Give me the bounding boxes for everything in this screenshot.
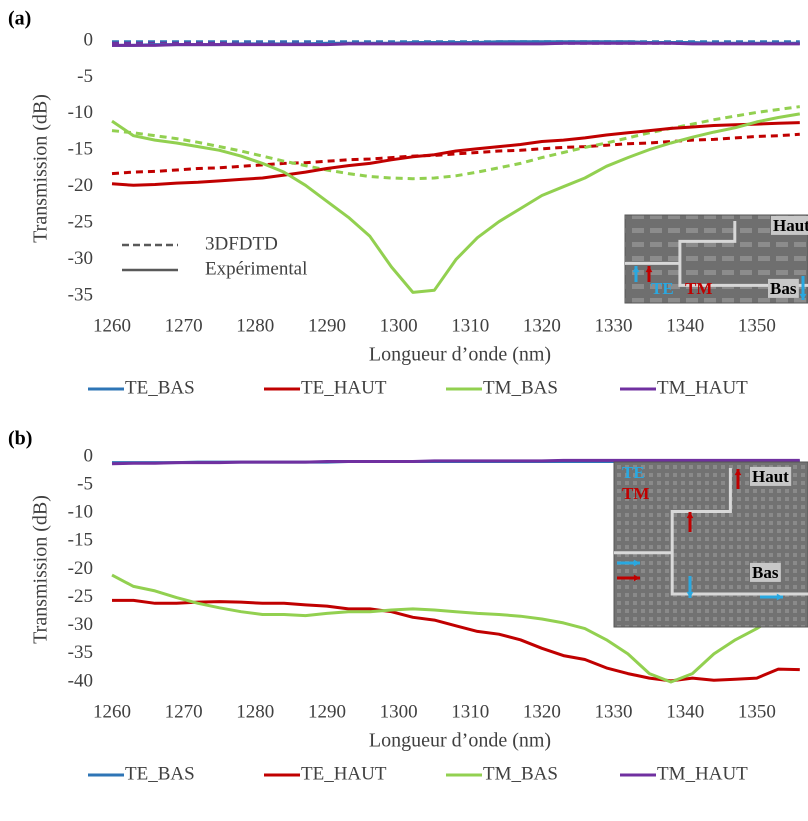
panel-label: (b) [8, 428, 32, 450]
line-series [111, 112, 801, 294]
x-tick-label: 1260 [93, 315, 131, 336]
x-tick-label: 1290 [308, 315, 346, 336]
legend-label: TM_HAUT [657, 763, 748, 784]
legend-label: TE_BAS [125, 763, 195, 784]
inset-arrow-head [799, 293, 807, 300]
inset-label: Haut [773, 216, 808, 235]
x-tick-label: 1290 [308, 701, 346, 722]
plot-area [111, 458, 801, 684]
inset-label: Haut [752, 467, 789, 486]
plot-area [111, 40, 801, 294]
x-tick-label: 1270 [165, 315, 203, 336]
inset-label-bg [768, 278, 799, 298]
inset-label: TM [622, 484, 649, 503]
x-tick-label: 1310 [451, 315, 489, 336]
x-tick-label: 1350 [738, 701, 776, 722]
y-tick-label: -5 [77, 66, 93, 87]
line-series [112, 41, 800, 47]
y-axis-title: Transmission (dB) [30, 94, 52, 243]
x-tick-label: 1260 [93, 701, 131, 722]
x-tick-label: 1280 [236, 315, 274, 336]
inset-label: Bas [752, 563, 779, 582]
style-legend-label: 3DFDTD [205, 233, 278, 254]
y-tick-label: -20 [68, 175, 93, 196]
line-series [111, 458, 800, 466]
inset-waveguide [614, 468, 808, 596]
legend-label: TM_HAUT [657, 377, 748, 398]
x-tick-label: 1330 [595, 701, 633, 722]
line-series [112, 598, 800, 683]
y-tick-label: -35 [68, 284, 93, 305]
x-axis-title: Longueur d’onde (nm) [369, 730, 551, 752]
y-tick-label: -25 [68, 212, 93, 233]
x-tick-label: 1320 [523, 315, 561, 336]
x-tick-label: 1300 [380, 315, 418, 336]
inset-arrow-head [632, 266, 640, 273]
x-tick-label: 1300 [380, 701, 418, 722]
y-tick-label: 0 [84, 445, 94, 466]
y-tick-label: 0 [84, 29, 94, 50]
y-tick-label: -30 [68, 614, 93, 635]
inset-arrow-head [734, 469, 742, 476]
x-tick-label: 1270 [165, 701, 203, 722]
panel-label: (a) [8, 8, 31, 30]
legend-label: TM_BAS [483, 377, 558, 398]
legend-label: TE_HAUT [301, 763, 387, 784]
x-tick-label: 1340 [666, 701, 704, 722]
x-tick-label: 1280 [236, 701, 274, 722]
x-tick-label: 1320 [523, 701, 561, 722]
legend-label: TE_BAS [125, 377, 195, 398]
x-tick-label: 1330 [595, 315, 633, 336]
inset-arrow-head [686, 591, 694, 598]
y-tick-label: -25 [68, 586, 93, 607]
inset-arrow-head [645, 266, 653, 273]
inset-label: TE [622, 463, 645, 482]
y-tick-label: -35 [68, 642, 93, 663]
inset-label-bg [750, 562, 781, 582]
y-tick-label: -15 [68, 530, 93, 551]
y-tick-label: -10 [68, 502, 93, 523]
inset-waveguide [625, 221, 808, 287]
y-tick-label: -10 [68, 102, 93, 123]
x-tick-label: 1340 [666, 315, 704, 336]
inset-label-bg [750, 466, 792, 486]
y-tick-label: -5 [77, 473, 93, 494]
inset-label-bg [771, 215, 808, 235]
y-axis-title: Transmission (dB) [30, 495, 52, 644]
line-3dfdtd [111, 105, 801, 181]
style-legend-label: Expérimental [205, 258, 307, 279]
y-tick-label: -15 [68, 139, 93, 160]
x-axis-title: Longueur d’onde (nm) [369, 344, 551, 366]
legend-label: TM_BAS [483, 763, 558, 784]
y-tick-label: -40 [68, 670, 93, 691]
x-tick-label: 1310 [451, 701, 489, 722]
inset-label: Bas [770, 279, 797, 298]
legend-label: TE_HAUT [301, 377, 387, 398]
line-3dfdtd [111, 132, 800, 176]
inset-label: TE [651, 279, 674, 298]
inset-arrow-head [633, 574, 640, 582]
x-tick-label: 1350 [738, 315, 776, 336]
inset-arrow-head [633, 559, 640, 567]
y-tick-label: -20 [68, 558, 93, 579]
inset-arrow-head [776, 593, 783, 601]
inset-image [613, 461, 808, 628]
line-series [111, 573, 801, 684]
y-tick-label: -30 [68, 248, 93, 269]
inset-arrow-head [686, 512, 694, 519]
line-series [111, 121, 800, 187]
inset-label: TM [685, 279, 712, 298]
